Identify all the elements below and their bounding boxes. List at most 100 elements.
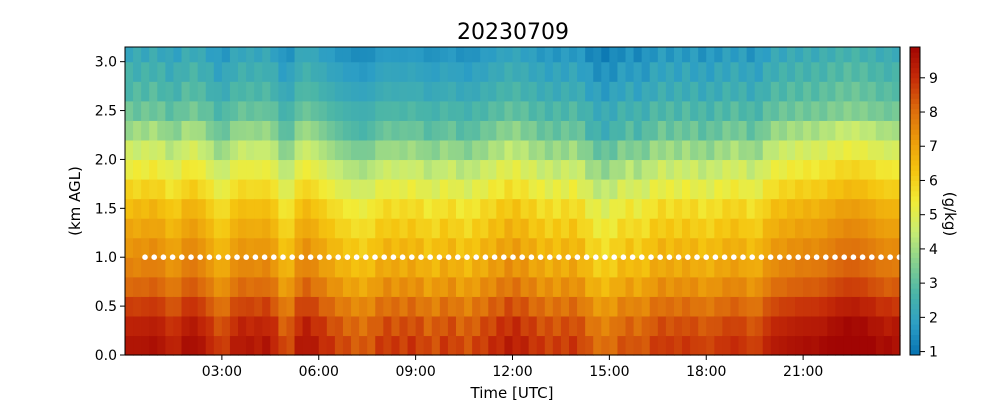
heatmap-cell (149, 276, 158, 297)
heatmap-cell (480, 335, 489, 356)
heatmap-cell (536, 218, 546, 239)
heatmap-cell (633, 257, 643, 278)
heatmap-cell (633, 100, 643, 121)
heatmap-cell (851, 139, 861, 161)
heatmap-cell (189, 218, 199, 239)
heatmap-cell (544, 120, 554, 141)
heatmap-cell (391, 179, 401, 200)
heatmap-cell (593, 47, 602, 63)
heatmap-cell (221, 276, 231, 297)
heatmap-cell (431, 335, 441, 356)
heatmap-cell (157, 335, 166, 356)
heatmap-cell (447, 47, 457, 63)
heatmap-cell (455, 237, 465, 258)
heatmap-cell (157, 139, 166, 161)
x-tick-label: 06:00 (299, 364, 339, 380)
heatmap-cell (439, 120, 449, 141)
heatmap-cell (609, 81, 619, 102)
heatmap-cell (722, 257, 732, 278)
heatmap-cell (221, 198, 231, 219)
heatmap-cell (423, 61, 433, 82)
heatmap-cell (754, 61, 764, 82)
heatmap-cell (125, 218, 134, 239)
heatmap-cell (891, 61, 901, 82)
heatmap-cell (407, 100, 417, 121)
heatmap-cell (811, 81, 820, 102)
heatmap-cell (294, 237, 304, 258)
heatmap-cell (238, 335, 247, 356)
heatmap-cell (795, 159, 804, 180)
heatmap-cell (221, 257, 231, 278)
heatmap-cell (213, 315, 223, 337)
heatmap-cell (593, 159, 602, 180)
heatmap-cell (221, 159, 231, 180)
heatmap-cell (778, 61, 788, 82)
heatmap-cell (488, 159, 497, 180)
heatmap-cell (270, 159, 279, 180)
heatmap-cell (690, 335, 699, 356)
heatmap-cell (714, 237, 723, 258)
heatmap-cell (641, 198, 651, 219)
heatmap-cell (778, 296, 788, 317)
heatmap-cell (633, 179, 643, 200)
colorbar-segment (910, 257, 920, 264)
heatmap-cell (528, 47, 538, 63)
heatmap-cell (504, 198, 514, 219)
heatmap-cell (310, 120, 320, 141)
heatmap-cell (351, 218, 360, 239)
heatmap-cell (560, 179, 570, 200)
heatmap-cell (197, 198, 207, 219)
heatmap-cell (165, 139, 175, 161)
heatmap-cell (262, 81, 271, 102)
heatmap-cell (617, 276, 627, 297)
heatmap-cell (488, 296, 497, 317)
heatmap-cell (617, 159, 627, 180)
heatmap-cell (464, 198, 473, 219)
heatmap-cell (407, 296, 417, 317)
heatmap-cell (334, 335, 344, 356)
heatmap-cell (512, 139, 522, 161)
heatmap-cell (270, 276, 279, 297)
heatmap-cell (221, 139, 231, 161)
reference-line-dot (409, 254, 415, 260)
heatmap-cell (633, 47, 643, 63)
heatmap-cell (851, 335, 861, 356)
heatmap-cell (803, 335, 812, 356)
heatmap-cell (205, 257, 215, 278)
heatmap-cell (157, 218, 166, 239)
heatmap-cell (625, 139, 635, 161)
heatmap-cell (302, 179, 312, 200)
heatmap-cell (883, 257, 893, 278)
heatmap-cell (133, 315, 142, 337)
heatmap-cell (157, 237, 166, 258)
heatmap-cell (302, 218, 312, 239)
heatmap-cell (294, 100, 304, 121)
heatmap-cell (625, 61, 635, 82)
heatmap-cell (165, 120, 175, 141)
heatmap-cell (375, 276, 384, 297)
heatmap-cell (407, 335, 417, 356)
heatmap-cell (827, 257, 837, 278)
heatmap-cell (875, 257, 885, 278)
heatmap-cell (181, 100, 191, 121)
heatmap-cell (714, 296, 723, 317)
heatmap-cell (205, 218, 215, 239)
heatmap-cell (375, 315, 384, 337)
heatmap-cell (278, 100, 288, 121)
heatmap-cell (383, 81, 392, 102)
heatmap-cell (617, 218, 627, 239)
heatmap-cell (399, 100, 409, 121)
heatmap-cell (351, 237, 360, 258)
heatmap-cell (859, 139, 869, 161)
heatmap-cell (528, 198, 538, 219)
heatmap-cell (544, 296, 554, 317)
heatmap-cell (286, 159, 296, 180)
colorbar-segment (910, 293, 920, 300)
heatmap-cell (262, 159, 271, 180)
heatmap-cell (601, 120, 610, 141)
heatmap-cell (552, 139, 562, 161)
heatmap-cell (383, 198, 392, 219)
heatmap-cell (625, 159, 635, 180)
colorbar-segment (910, 93, 920, 99)
heatmap-cell (447, 296, 457, 317)
